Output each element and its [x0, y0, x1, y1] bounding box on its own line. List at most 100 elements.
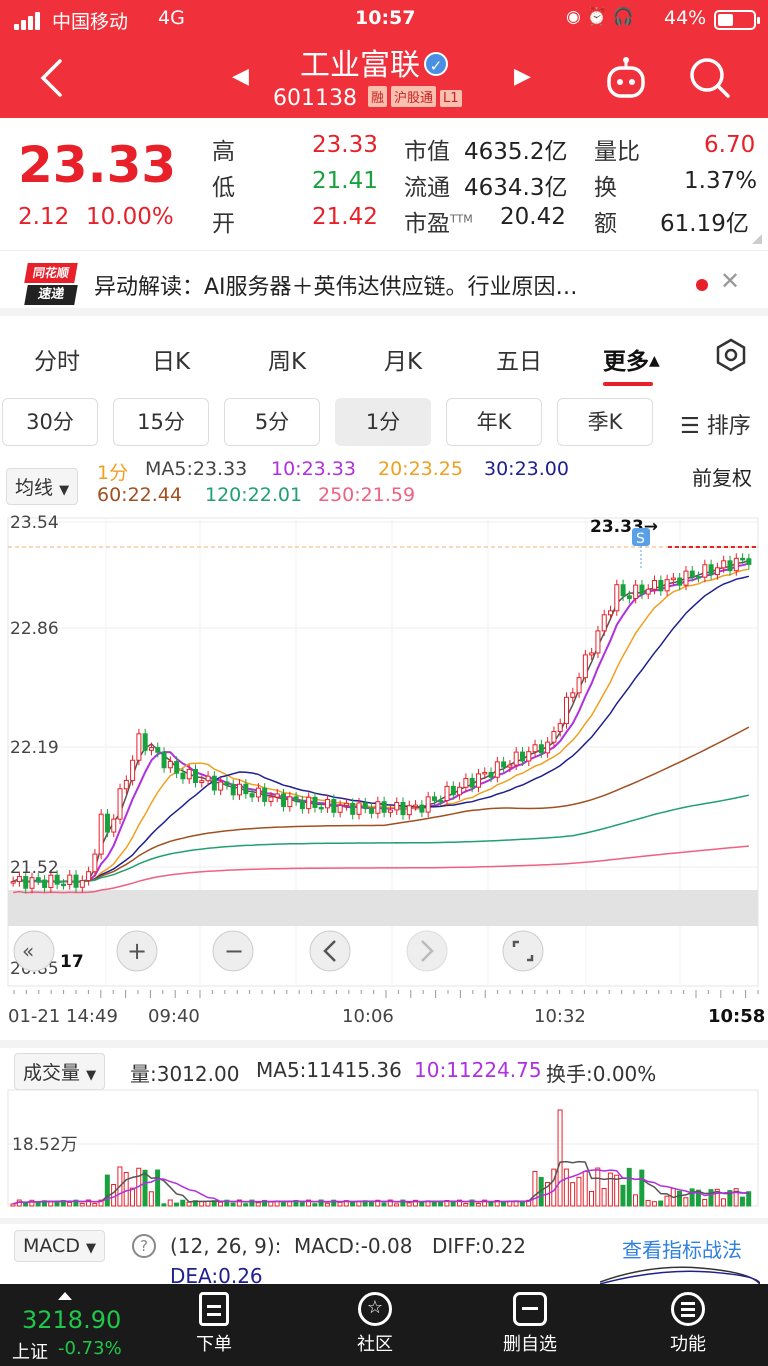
macd-dropdown[interactable]: MACD ▼	[14, 1230, 106, 1262]
volume-bar	[519, 1201, 525, 1207]
chevron-right-icon	[421, 940, 434, 962]
macd-dropdown-label: MACD	[23, 1235, 80, 1257]
volume-bar	[651, 1201, 657, 1207]
open-label: 开	[212, 211, 235, 237]
tab-intraday[interactable]: 分时	[34, 349, 80, 375]
nav-remove-watchlist[interactable]: 删自选	[480, 1292, 580, 1356]
zoom-out-full-button[interactable]	[13, 930, 55, 972]
indicator-tutorial-link[interactable]: 查看指标战法	[622, 1238, 742, 1262]
volume-value: 量:3012.00	[130, 1062, 240, 1086]
ma250-value: 250:21.59	[318, 484, 416, 506]
adjust-mode[interactable]: 前复权	[692, 466, 752, 490]
volume-chart[interactable]: 18.52万	[0, 1086, 768, 1214]
volume-bar	[173, 1202, 179, 1207]
sort-button[interactable]: ☰ 排序	[680, 408, 751, 440]
candle-body	[123, 779, 129, 790]
candle-body	[463, 777, 469, 788]
close-news-icon[interactable]: ✕	[720, 267, 741, 295]
candle-body	[519, 751, 525, 762]
volume-bar	[463, 1203, 469, 1207]
search-icon[interactable]	[688, 56, 732, 106]
candle-body	[92, 853, 98, 873]
volume-bar	[695, 1189, 701, 1207]
caret-up-icon[interactable]	[58, 1292, 72, 1300]
candle-body	[167, 760, 173, 769]
candle-body	[677, 577, 683, 586]
volume-bar	[714, 1188, 720, 1207]
expand-corner-icon[interactable]	[752, 234, 762, 244]
candle-body	[79, 879, 85, 888]
candle-body	[526, 751, 532, 762]
scroll-right-button[interactable]	[406, 930, 448, 972]
chart-border	[7, 517, 759, 987]
sell-signal-badge[interactable]	[632, 528, 650, 546]
volume-bar	[633, 1194, 639, 1207]
x-label-3: 10:32	[534, 1006, 586, 1027]
tab-daily[interactable]: 日K	[152, 349, 191, 375]
candle-body	[708, 564, 714, 576]
ma10-value: 10:23.33	[271, 458, 356, 480]
candle-body	[262, 787, 268, 802]
candle-body	[419, 804, 425, 813]
candle-body	[67, 874, 73, 886]
candle-body	[73, 874, 79, 888]
candle-body	[394, 801, 400, 811]
fullscreen-button[interactable]	[502, 930, 544, 972]
news-text: 异动解读：AI服务器＋英伟达供应链。行业原因…	[94, 275, 578, 300]
period-year[interactable]: 年K	[446, 398, 542, 446]
sort-label: 排序	[706, 414, 751, 439]
candle-body	[54, 874, 60, 885]
volume-turnover: 换手:0.00%	[546, 1062, 657, 1086]
news-strip[interactable]: 同花顺 速递 异动解读：AI服务器＋英伟达供应链。行业原因… ✕	[0, 250, 768, 316]
x-ticks	[13, 990, 759, 998]
high-label: 高	[212, 139, 235, 165]
zoom-out-button[interactable]	[212, 930, 254, 972]
ma60-line	[12, 726, 750, 883]
volume-bar	[639, 1169, 645, 1207]
chevron-left-icon	[323, 940, 336, 962]
nav-remove-watchlist-label: 删自选	[503, 1334, 557, 1355]
index-value[interactable]: 3218.90	[22, 1306, 122, 1334]
prev-stock-button[interactable]: ◀	[232, 64, 249, 89]
tab-monthly[interactable]: 月K	[384, 349, 423, 375]
y-label-2: 22.19	[10, 738, 59, 758]
candle-body	[343, 802, 349, 806]
next-stock-button[interactable]: ▶	[514, 64, 531, 89]
nav-order[interactable]: 下单	[164, 1292, 264, 1356]
back-button[interactable]	[38, 58, 64, 104]
candle-body	[148, 747, 154, 751]
volume-bar	[570, 1182, 576, 1207]
tab-weekly[interactable]: 周K	[268, 349, 307, 375]
volume-bar	[557, 1109, 563, 1207]
macd-mini-chart	[600, 1266, 760, 1284]
candle-body	[683, 570, 689, 586]
volume-bar	[645, 1199, 651, 1207]
help-icon[interactable]: ?	[132, 1234, 156, 1258]
ma250-line	[12, 845, 749, 894]
volume-dropdown[interactable]: 成交量 ▼	[14, 1053, 106, 1090]
volume-bar	[155, 1169, 161, 1207]
scroll-left-button[interactable]	[309, 930, 351, 972]
ma-period: 1分	[97, 462, 129, 484]
period-15m[interactable]: 15分	[113, 398, 209, 446]
nav-functions[interactable]: 功能	[638, 1292, 738, 1356]
candle-body	[570, 692, 576, 698]
volume-bar	[563, 1168, 569, 1207]
volume-bar	[104, 1174, 110, 1207]
candle-body	[488, 771, 494, 778]
price-chart[interactable]: 23.54 22.86 22.19 21.52 20.85 23.33→ S 1…	[0, 510, 768, 1040]
period-season[interactable]: 季K	[557, 398, 653, 446]
nav-community[interactable]: ☆ 社区	[325, 1292, 425, 1356]
tab-five-day[interactable]: 五日	[496, 349, 542, 375]
robot-icon[interactable]	[604, 56, 648, 106]
settings-hex-icon[interactable]	[714, 338, 748, 376]
volume-bar	[180, 1199, 186, 1207]
period-30m[interactable]: 30分	[2, 398, 98, 446]
tab-more[interactable]: 更多▲	[603, 342, 660, 376]
period-5m[interactable]: 5分	[224, 398, 320, 446]
period-1m[interactable]: 1分	[335, 398, 431, 446]
candle-body	[293, 796, 299, 802]
ma-dropdown[interactable]: 均线 ▼	[6, 468, 79, 505]
zoom-in-button[interactable]	[116, 930, 158, 972]
